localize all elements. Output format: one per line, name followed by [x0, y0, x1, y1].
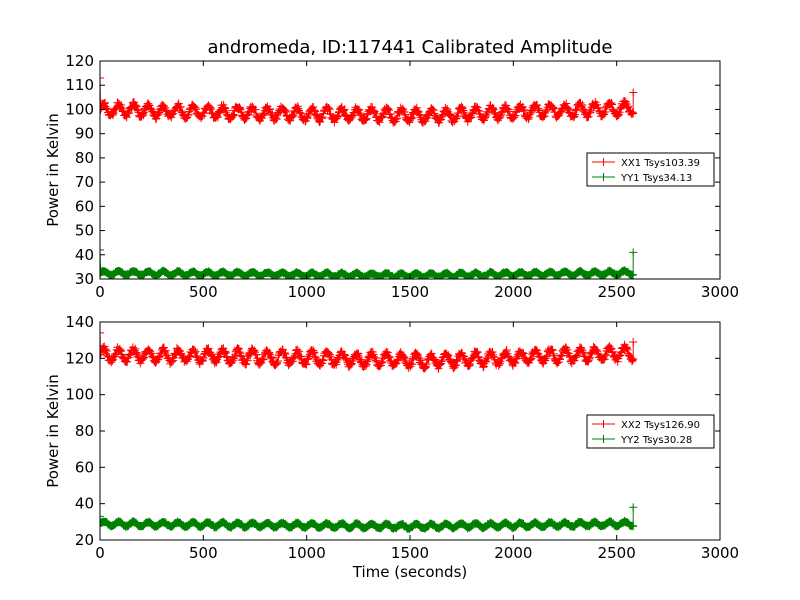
x-tick-label: 3000 [701, 283, 739, 301]
x-tick-label: 1500 [391, 283, 429, 301]
series-yy-1 [100, 245, 638, 279]
x-tick-label: 2000 [494, 283, 532, 301]
y-tick-label: 60 [75, 458, 94, 476]
series-yy-2 [100, 503, 638, 533]
legend-marker [599, 435, 608, 443]
x-tick-label: 500 [189, 283, 218, 301]
x-tick-label: 3000 [701, 544, 739, 562]
series-markers [100, 74, 638, 127]
x-tick-label: 1000 [288, 544, 326, 562]
legend-marker [599, 158, 608, 166]
y-tick-label: 100 [65, 386, 94, 404]
y-tick-label: 40 [75, 495, 94, 513]
series-markers [100, 503, 638, 533]
y-tick-label: 20 [75, 531, 94, 549]
x-tick-label: 1000 [288, 283, 326, 301]
legend-marker [599, 420, 608, 428]
legend: XX1 Tsys103.39 YY1 Tsys34.13 [586, 152, 715, 187]
y-tick-label: 60 [75, 197, 94, 215]
legend-marker [599, 173, 608, 181]
subplot-1: 0 500 1000 1500 2000 2500 3000 30 40 50 60 70 80 90 10… [44, 52, 739, 301]
y-tick-label: 120 [65, 52, 94, 70]
y-tick-label: 80 [75, 422, 94, 440]
series-markers [100, 245, 638, 279]
y-axis-label: Power in Kelvin [44, 374, 62, 488]
y-tick-label: 50 [75, 222, 94, 240]
y-tick-label: 80 [75, 149, 94, 167]
y-tick-label: 100 [65, 100, 94, 118]
x-tick-label: 1500 [391, 544, 429, 562]
legend-entry: YY2 Tsys30.28 [620, 435, 692, 446]
x-tick-label: 2000 [494, 544, 532, 562]
series-xx-2 [100, 328, 638, 373]
x-tick-label: 0 [95, 544, 105, 562]
y-tick-label: 70 [75, 173, 94, 191]
chart-title: andromeda, ID:117441 Calibrated Amplitud… [207, 37, 612, 58]
x-tick-label: 2500 [598, 283, 636, 301]
y-axis-label: Power in Kelvin [44, 113, 62, 227]
legend: XX2 Tsys126.90 YY2 Tsys30.28 [586, 414, 715, 449]
x-tick-label: 0 [95, 283, 105, 301]
x-tick-label: 2500 [598, 544, 636, 562]
legend-box [586, 152, 715, 187]
legend-entry: XX2 Tsys126.90 [621, 420, 700, 431]
legend-entry: YY1 Tsys34.13 [620, 173, 692, 184]
y-tick-label: 110 [65, 76, 94, 94]
legend-box [586, 414, 715, 449]
y-tick-label: 30 [75, 270, 94, 288]
legend-entry: XX1 Tsys103.39 [621, 158, 700, 169]
y-tick-label: 40 [75, 246, 94, 264]
y-tick-label: 120 [65, 349, 94, 367]
series-markers [100, 328, 638, 373]
plots-container: 0 500 1000 1500 2000 2500 30003040506070809010… [44, 52, 739, 581]
y-tick-label: 90 [75, 125, 94, 143]
x-tick-label: 500 [189, 544, 218, 562]
x-axis-label: Time (seconds) [352, 563, 468, 581]
subplot-2: 0 500 1000 1500 2000 2500 3000 20 40 60 80 100 120 14… [44, 313, 739, 581]
y-tick-label: 140 [65, 313, 94, 331]
series-xx-1 [100, 74, 638, 127]
